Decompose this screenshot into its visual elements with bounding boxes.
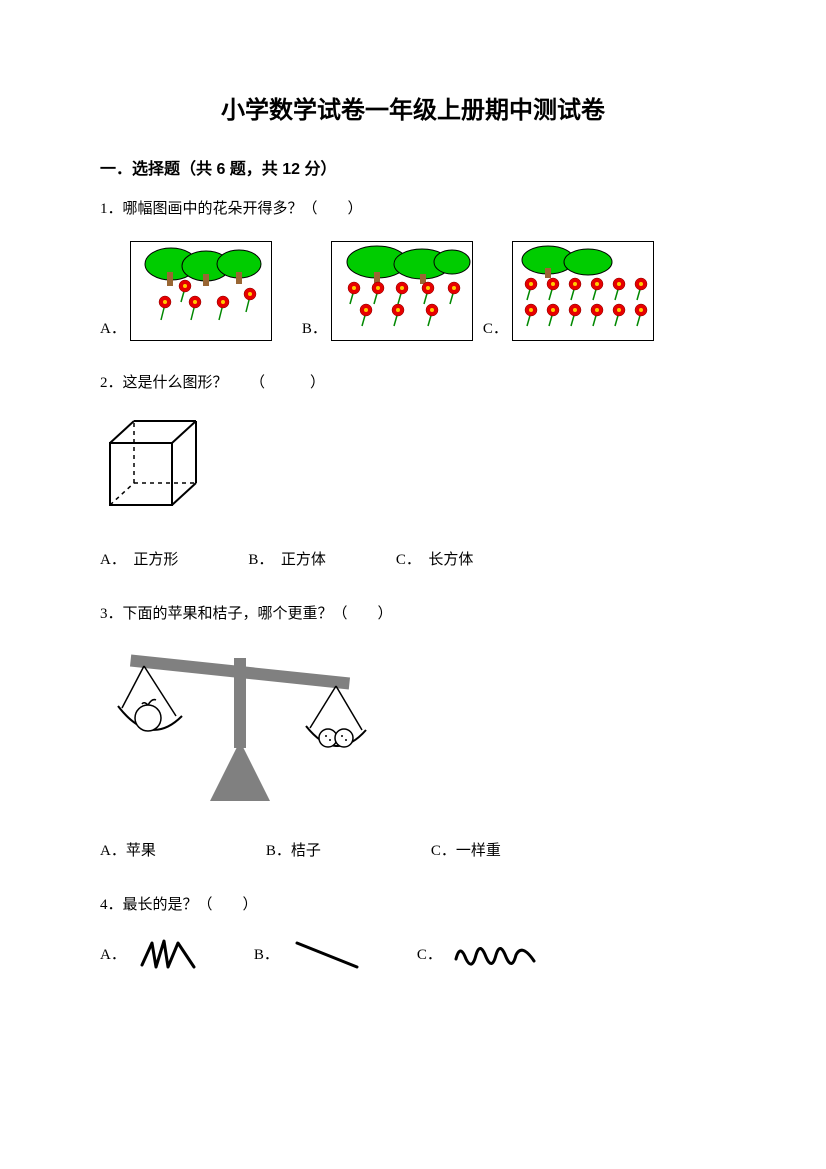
q4-opt-b-group: B． bbox=[254, 937, 367, 973]
question-1: 1．哪幅图画中的花朵开得多？（ ） A． bbox=[100, 197, 726, 341]
flowers-picture-c-icon bbox=[513, 242, 653, 332]
q4-opt-b-label: B． bbox=[254, 943, 279, 967]
q4-opt-a-label: A． bbox=[100, 943, 126, 967]
q2-options: A． 正方形 B． 正方体 C． 长方体 bbox=[100, 548, 726, 572]
q4-opt-c-group: C． bbox=[417, 937, 540, 973]
q2-opt-c: C． 长方体 bbox=[396, 548, 474, 572]
q3-opt-b: B．桔子 bbox=[266, 839, 321, 863]
curly-line-icon bbox=[450, 937, 540, 973]
q4-options: A． B． C． bbox=[100, 937, 726, 973]
q3-options: A．苹果 B．桔子 C．一样重 bbox=[100, 839, 726, 863]
balance-scale-icon bbox=[100, 646, 380, 806]
flowers-picture-a-icon bbox=[131, 242, 271, 332]
q1-text: 1．哪幅图画中的花朵开得多？（ ） bbox=[100, 197, 726, 221]
zigzag-line-icon bbox=[134, 937, 204, 973]
q2-cube-image bbox=[100, 415, 726, 523]
q1-image-a bbox=[130, 241, 272, 341]
straight-line-icon bbox=[287, 937, 367, 973]
q2-text: 2．这是什么图形？ （ ） bbox=[100, 371, 726, 395]
cube-icon bbox=[100, 415, 210, 515]
q4-text: 4．最长的是？（ ） bbox=[100, 893, 726, 917]
q1-image-c bbox=[512, 241, 654, 341]
q4-opt-c-label: C． bbox=[417, 943, 442, 967]
q2-opt-b: B． 正方体 bbox=[248, 548, 326, 572]
q3-opt-a: A．苹果 bbox=[100, 839, 156, 863]
question-2: 2．这是什么图形？ （ ） bbox=[100, 371, 726, 572]
question-3: 3．下面的苹果和桔子，哪个更重？（ ） bbox=[100, 602, 726, 863]
q3-scale-image bbox=[100, 646, 726, 814]
q3-opt-c: C．一样重 bbox=[431, 839, 501, 863]
q1-opt-b-label: B． bbox=[302, 317, 327, 341]
q1-opt-c-label: C． bbox=[483, 317, 508, 341]
q2-opt-a: A． 正方形 bbox=[100, 548, 178, 572]
exam-page: 小学数学试卷一年级上册期中测试卷 一．选择题（共 6 题，共 12 分） 1．哪… bbox=[0, 0, 826, 1053]
q1-options: A． bbox=[100, 241, 726, 341]
q4-opt-a-group: A． bbox=[100, 937, 204, 973]
q1-opt-a-label: A． bbox=[100, 317, 126, 341]
q3-text: 3．下面的苹果和桔子，哪个更重？（ ） bbox=[100, 602, 726, 626]
flowers-picture-b-icon bbox=[332, 242, 472, 332]
q1-image-b bbox=[331, 241, 473, 341]
page-title: 小学数学试卷一年级上册期中测试卷 bbox=[100, 90, 726, 125]
section-header: 一．选择题（共 6 题，共 12 分） bbox=[100, 155, 726, 179]
question-4: 4．最长的是？（ ） A． B． C． bbox=[100, 893, 726, 973]
